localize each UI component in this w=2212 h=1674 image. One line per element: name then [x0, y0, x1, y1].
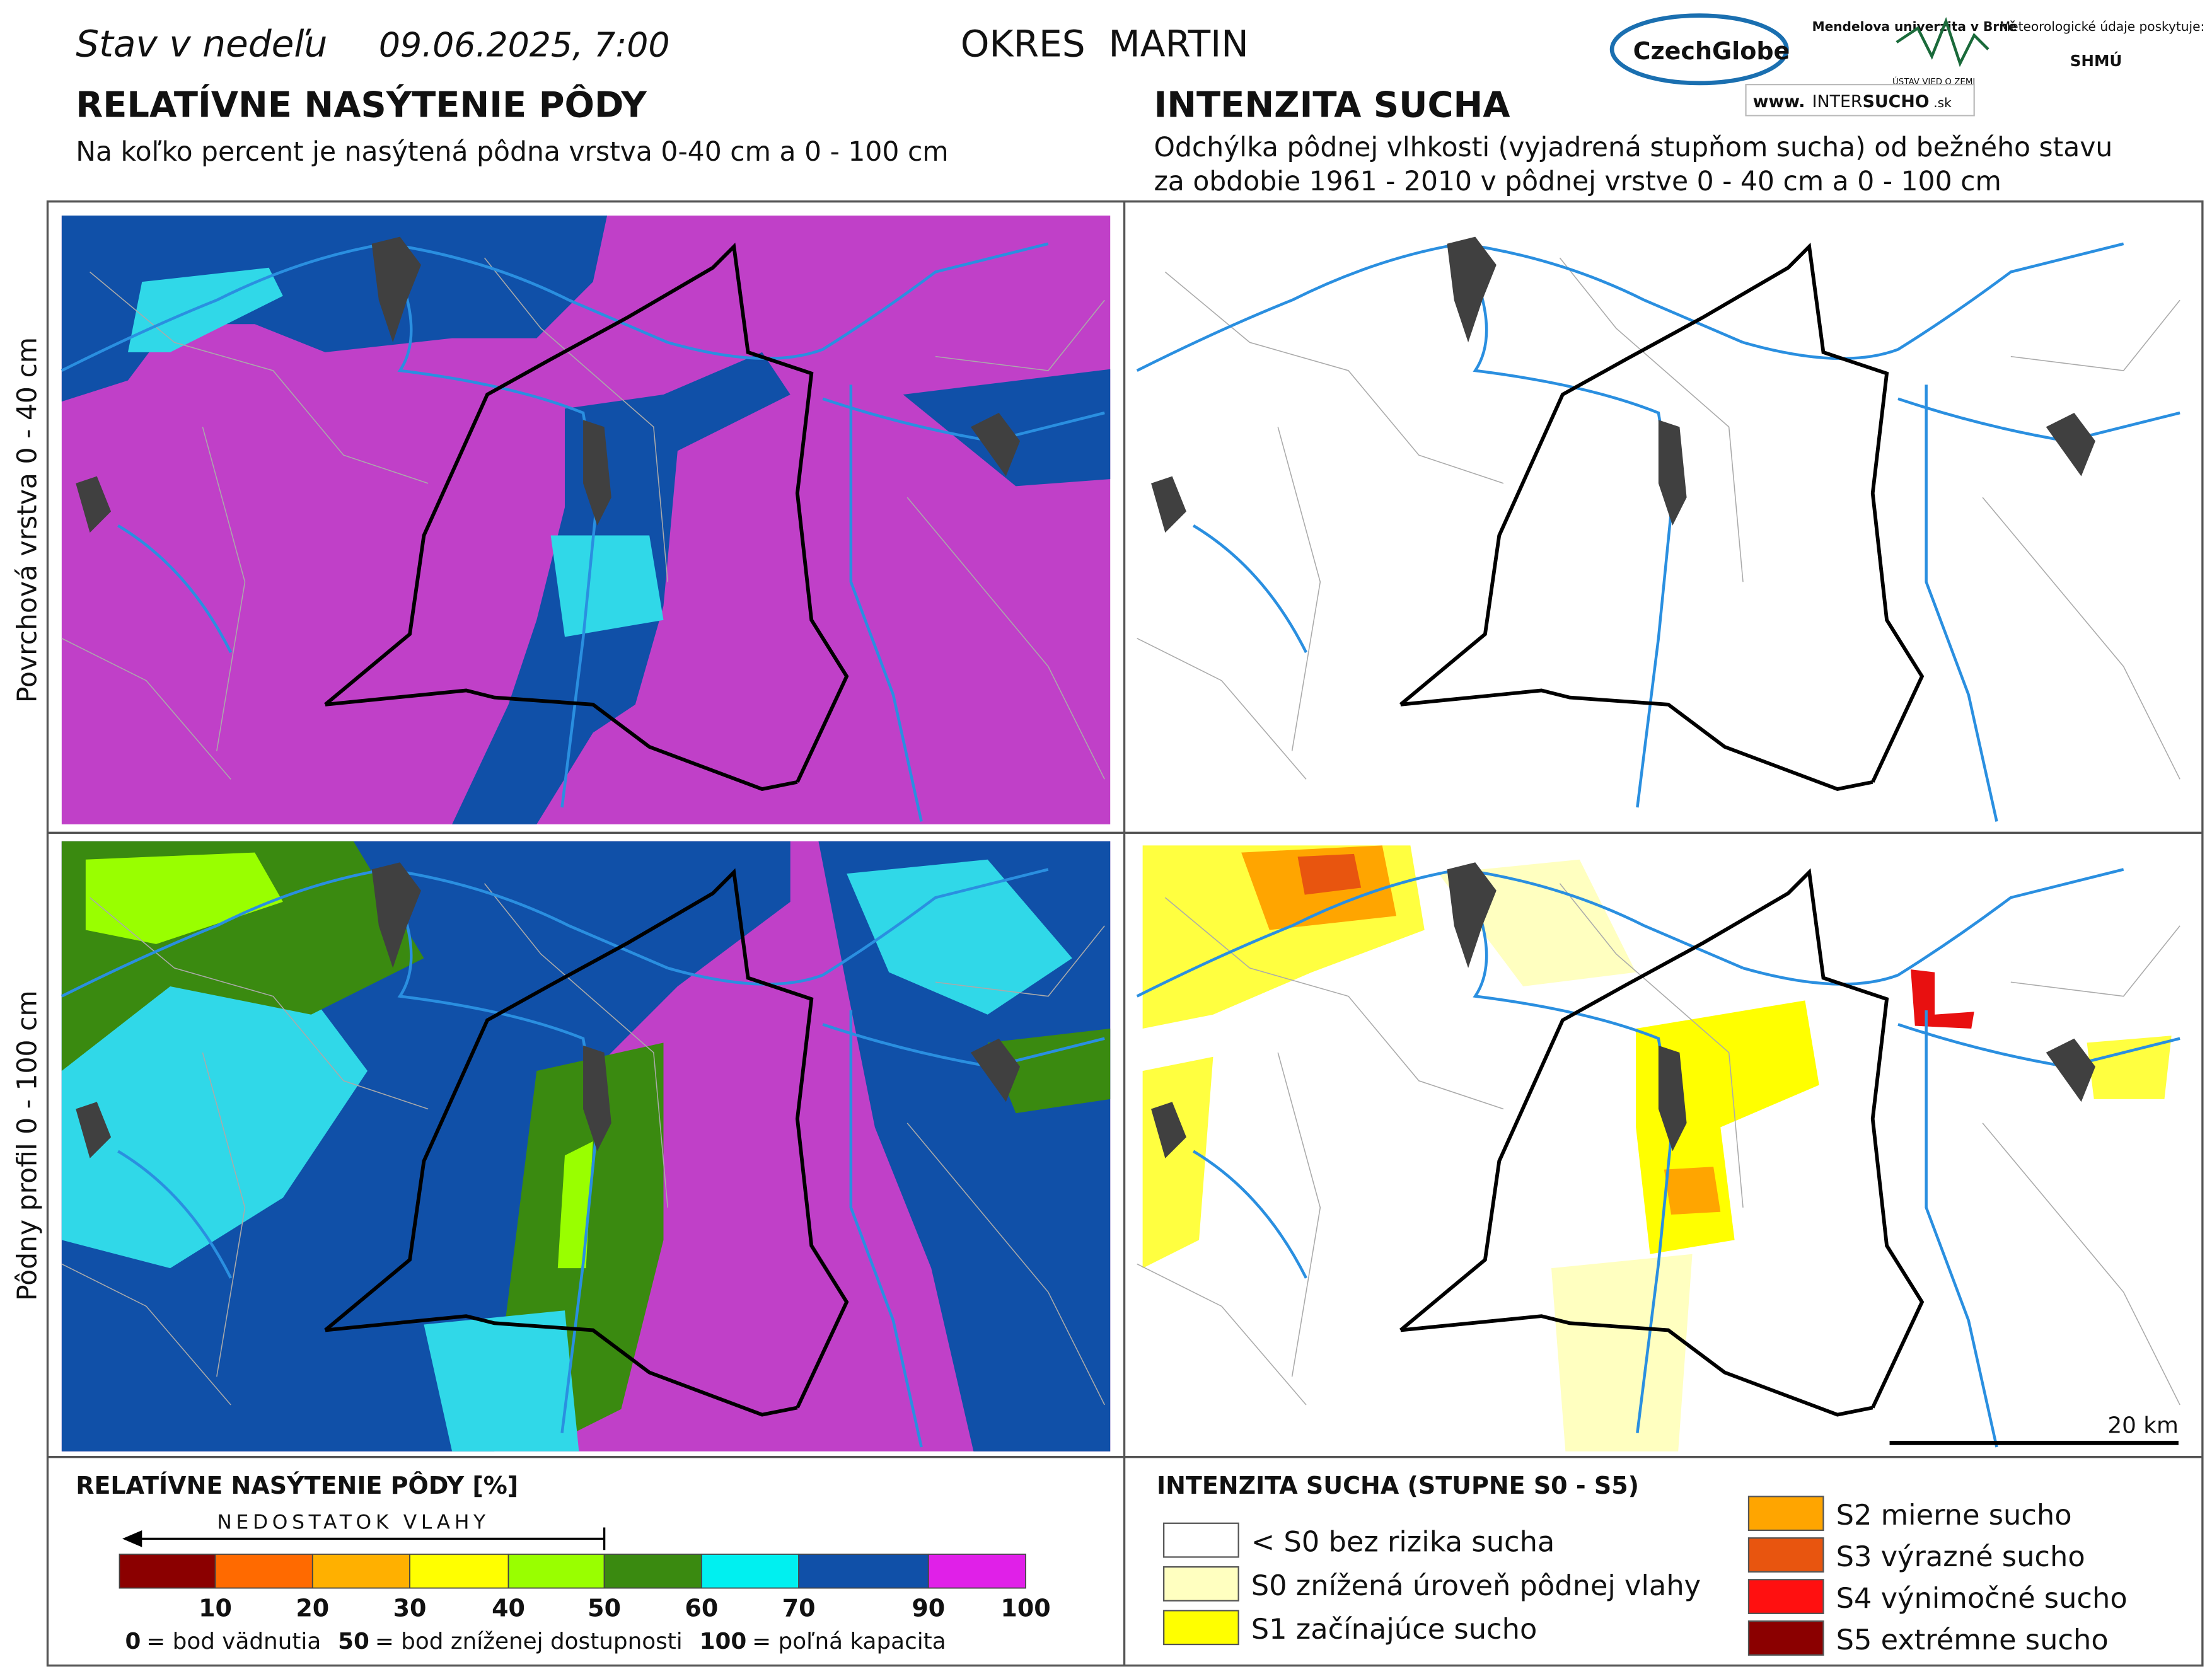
- legend-swatch: [798, 1554, 929, 1589]
- logo: Meteorologické údaje poskytuje:: [2000, 19, 2204, 34]
- legend-label: S4 výnimočné sucho: [1836, 1581, 2128, 1615]
- website: www. INTERSUCHO .sk: [1753, 92, 1952, 112]
- right-subtitle: Odchýlka pôdnej vlhkosti (vyjadrená stup…: [1154, 132, 2113, 163]
- legend-tick: 40: [492, 1594, 525, 1622]
- legend-tick: 60: [685, 1594, 718, 1622]
- arrow-head: [122, 1530, 142, 1547]
- logo: CzechGlobe: [1633, 37, 1790, 65]
- right-subtitle: za obdobie 1961 - 2010 v pôdnej vrstve 0…: [1154, 166, 2001, 197]
- rivers: [1137, 244, 2180, 822]
- left-subtitle: Na koľko percent je nasýtená pôdna vrstv…: [76, 137, 948, 168]
- drought-legend: < S0 bez rizika sucha S0 znížená úroveň p…: [1163, 1496, 2128, 1656]
- legend-tick: 20: [296, 1594, 329, 1622]
- legend-label: S1 začínajúce sucho: [1251, 1612, 1537, 1646]
- legend-swatch: [119, 1554, 216, 1589]
- legend-label: < S0 bez rizika sucha: [1251, 1525, 1555, 1558]
- legend-swatch: [507, 1554, 605, 1589]
- map-surface-saturation: [61, 216, 1111, 824]
- legend-swatch: [603, 1554, 702, 1589]
- row-label: Povrchová vrstva 0 - 40 cm: [13, 337, 43, 703]
- legend-notes: 0 = bod vädnutia 50 = bod zníženej dostupno…: [125, 1629, 946, 1654]
- right-title: INTENZITA SUCHA: [1154, 85, 1510, 126]
- legend-swatch: [1747, 1537, 1824, 1573]
- legend-swatch: [1747, 1620, 1824, 1656]
- date: 09.06.2025, 7:00: [379, 25, 670, 64]
- legend-swatch: [311, 1554, 410, 1589]
- arrow-label: NEDOSTATOK VLAHY: [217, 1511, 489, 1534]
- legend-label: S0 znížená úroveň pôdnej vlahy: [1251, 1569, 1701, 1602]
- legend-swatch: [927, 1554, 1026, 1589]
- legend-bar: 10 20 30 40 50 60 70 90 100: [119, 1554, 1051, 1622]
- legend-swatch: [1163, 1522, 1239, 1558]
- legend-swatch: [409, 1554, 509, 1589]
- legend-swatch: [1163, 1610, 1239, 1646]
- legend-swatch: [700, 1554, 800, 1589]
- website-box: [1745, 84, 1975, 117]
- towns: [1151, 236, 2095, 533]
- legend-swatch: [214, 1554, 313, 1589]
- logo: Mendelova univerzita v Brně: [1812, 19, 2017, 34]
- left-title: RELATÍVNE NASÝTENIE PÔDY: [76, 84, 647, 126]
- map-drought-profile: [1142, 845, 2172, 1452]
- date-prefix: Stav v nedeľu: [76, 22, 327, 65]
- logo: SHMÚ: [2070, 51, 2122, 70]
- legend-tick: 100: [1000, 1594, 1050, 1622]
- legend-label: S2 mierne sucho: [1836, 1498, 2072, 1532]
- logo-ring: [1609, 13, 1789, 86]
- legend-tick: 50: [588, 1594, 621, 1622]
- map-layers: [1136, 236, 2181, 822]
- legend-tick: 70: [782, 1594, 816, 1622]
- legend-label: S3 výrazné sucho: [1836, 1540, 2085, 1573]
- legend-title: INTENZITA SUCHA (STUPNE S0 - S5): [1157, 1472, 1639, 1499]
- district-boundary: [1401, 246, 1922, 789]
- scale-label: 20 km: [2107, 1413, 2178, 1439]
- legend-swatch: [1163, 1566, 1239, 1602]
- legend-swatch: [1747, 1496, 1824, 1532]
- legend-tick: 30: [393, 1594, 427, 1622]
- legend-tick: 10: [199, 1594, 232, 1622]
- legend-swatch: [1747, 1579, 1824, 1614]
- legend-tick: 90: [912, 1594, 945, 1622]
- municipal-borders: [1136, 257, 2181, 780]
- row-label: Pôdny profil 0 - 100 cm: [13, 990, 43, 1301]
- district: OKRES MARTIN: [961, 22, 1249, 65]
- legend-title: RELATÍVNE NASÝTENIE PÔDY [%]: [76, 1472, 518, 1499]
- legend-label: S5 extrémne sucho: [1836, 1623, 2109, 1656]
- logo-mark: [1896, 17, 1989, 67]
